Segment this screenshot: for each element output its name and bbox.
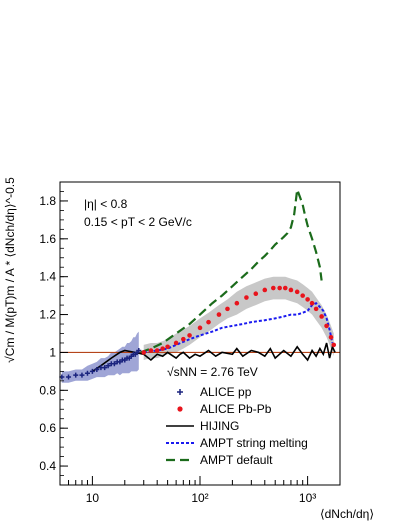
alice-pbpb-point bbox=[197, 325, 203, 331]
annotation-eta: |η| < 0.8 bbox=[84, 197, 128, 211]
alice-pbpb-point bbox=[244, 295, 249, 300]
alice-pbpb-point bbox=[331, 342, 337, 348]
alice-pbpb-point bbox=[262, 287, 268, 293]
alice-pbpb-point bbox=[294, 289, 300, 295]
data-points bbox=[59, 285, 337, 380]
x-tick-label: 10² bbox=[191, 491, 208, 505]
legend-marker-alice-pbpb bbox=[177, 406, 183, 412]
y-axis-label: √Cm / M(pT)m / A * ⟨dNch/dη⟩^-0.5 bbox=[3, 177, 17, 363]
alice-pp-point bbox=[66, 374, 72, 380]
alice-pbpb-point bbox=[154, 348, 160, 353]
alice-pbpb-point bbox=[313, 306, 319, 312]
alice-pbpb-point bbox=[288, 287, 294, 293]
alice-pbpb-point bbox=[282, 285, 288, 291]
alice-pbpb-point bbox=[300, 293, 305, 298]
alice-pbpb-point bbox=[206, 319, 211, 325]
x-tick-label: 10³ bbox=[299, 491, 316, 505]
alice-pbpb-point bbox=[253, 291, 259, 297]
alice-pp-point bbox=[84, 370, 90, 376]
alice-pbpb-point bbox=[216, 312, 222, 317]
alice-pp-point bbox=[89, 368, 95, 374]
y-tick-label: 0.4 bbox=[39, 459, 56, 473]
alice-pbpb-point bbox=[187, 333, 192, 338]
legend-label: AMPT default bbox=[200, 453, 273, 467]
y-tick-label: 0.8 bbox=[39, 383, 56, 397]
alice-pbpb-point bbox=[319, 314, 324, 319]
alice-pbpb-point bbox=[141, 350, 147, 355]
y-tick-label: 1.8 bbox=[39, 194, 56, 208]
y-tick-label: 1.6 bbox=[39, 232, 56, 246]
hijing-curve bbox=[91, 342, 336, 373]
alice-pp-point bbox=[117, 359, 123, 365]
alice-pp-point bbox=[105, 363, 111, 369]
annotation-energy: √sNN = 2.76 TeV bbox=[167, 365, 258, 379]
alice-pbpb-systematic-band bbox=[143, 276, 334, 360]
alice-pbpb-point bbox=[181, 336, 186, 342]
y-tick-label: 0.6 bbox=[39, 421, 56, 435]
alice-pbpb-point bbox=[148, 348, 154, 353]
legend-label: ALICE pp bbox=[200, 385, 252, 399]
alice-pp-point bbox=[79, 372, 85, 378]
legend-label: AMPT string melting bbox=[200, 436, 308, 450]
alice-pbpb-point bbox=[324, 323, 329, 329]
annotation-pt: 0.15 < pT < 2 GeV/c bbox=[84, 215, 192, 229]
alice-pp-systematic-band bbox=[61, 331, 139, 383]
axis-ticks: 0.4 0.6 0.8 1 1.2 1.4 1.6 1.8 10 10² 10³ bbox=[39, 181, 341, 505]
alice-pbpb-point bbox=[271, 285, 276, 291]
legend: ALICE pp ALICE Pb-Pb HIJING AMPT string mel… bbox=[166, 385, 308, 467]
alice-pp-point bbox=[73, 372, 79, 378]
legend-label: ALICE Pb-Pb bbox=[200, 402, 272, 416]
y-tick-label: 1 bbox=[49, 345, 56, 359]
x-axis-label: ⟨dNch/dη⟩ bbox=[320, 507, 374, 521]
alice-pp-point bbox=[136, 348, 142, 354]
alice-pbpb-point bbox=[328, 334, 334, 340]
legend-marker-alice-pp bbox=[177, 389, 183, 395]
alice-pp-point bbox=[111, 361, 117, 367]
alice-pbpb-point bbox=[160, 346, 165, 351]
y-tick-label: 1.2 bbox=[39, 308, 56, 322]
alice-pbpb-point bbox=[277, 285, 282, 291]
y-tick-label: 1.4 bbox=[39, 270, 56, 284]
uncertainty-bands bbox=[61, 276, 334, 383]
alice-pp-point bbox=[102, 365, 108, 371]
alice-pbpb-point bbox=[165, 344, 170, 350]
alice-pbpb-point bbox=[234, 300, 240, 306]
ampt-default-curve bbox=[140, 189, 323, 354]
alice-pbpb-point bbox=[309, 300, 315, 306]
model-curves bbox=[91, 189, 336, 373]
alice-pbpb-point bbox=[173, 340, 179, 346]
legend-label: HIJING bbox=[200, 419, 239, 433]
alice-pbpb-point bbox=[225, 306, 230, 312]
alice-pp-point bbox=[94, 366, 100, 372]
alice-pbpb-point bbox=[305, 297, 310, 302]
ampt-string-melting-curve bbox=[143, 301, 334, 354]
x-tick-label: 10 bbox=[86, 491, 100, 505]
